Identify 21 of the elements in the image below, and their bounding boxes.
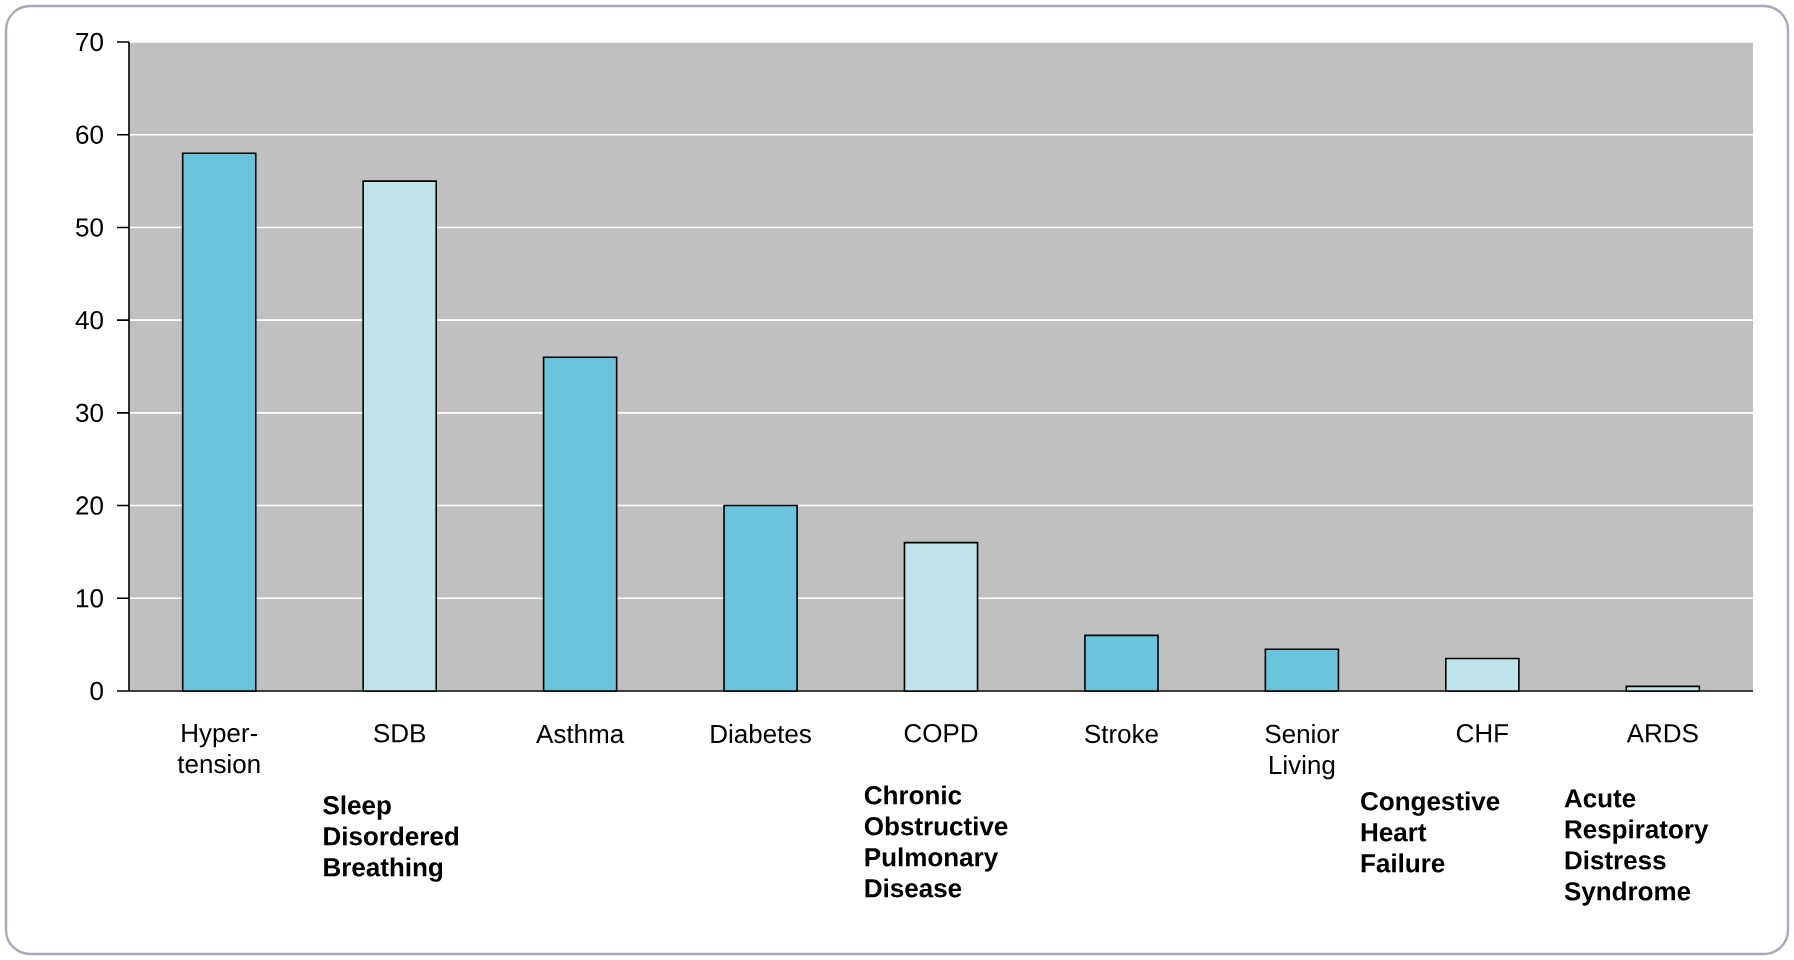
y-tick-label: 0 — [90, 681, 103, 701]
y-tick-label: 20 — [76, 496, 103, 515]
y-tick-label: 30 — [76, 403, 103, 423]
y-tick-label: 60 — [76, 125, 103, 144]
text: Congestive Heart Failure — [1361, 791, 1500, 873]
y-tick-label: 40 — [75, 310, 103, 330]
y-tick-label: 50 — [76, 218, 103, 237]
x-tick-label: Stroke — [1085, 724, 1158, 744]
x-tick-label: SDB — [374, 724, 426, 743]
y-tick-label: 10 — [76, 589, 103, 608]
text: Sleep Disordered Breathing — [323, 795, 459, 882]
y-tick-label: 70 — [76, 32, 103, 52]
x-tick-label: ARDS — [1626, 724, 1698, 743]
x-tick-label: COPD — [904, 724, 978, 743]
x-tick-label: Diabetes — [711, 724, 811, 744]
x-tick-label: Hyper-tension — [177, 724, 260, 774]
x-tick-label: Asthma — [536, 724, 625, 744]
x-tick-label: CHF — [1456, 724, 1509, 743]
x-tick-label: Senior Living — [1265, 724, 1340, 780]
text: Chronic Obstructive Pulmonary Disease — [864, 785, 1008, 898]
text: Acute Respiratory Distress Syndrome — [1564, 789, 1709, 906]
